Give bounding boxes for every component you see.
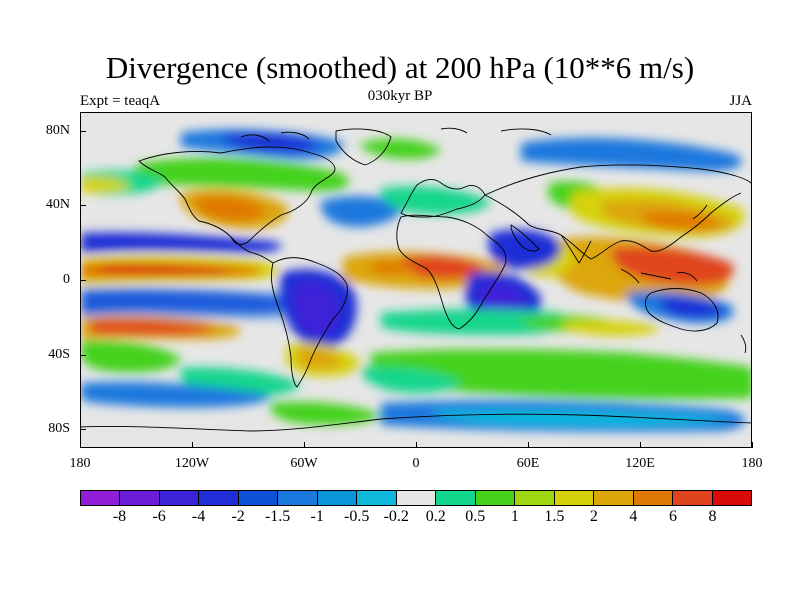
season-label: JJA	[729, 93, 752, 109]
colorbar	[80, 490, 752, 506]
colorbar-box	[317, 491, 358, 505]
lat-tick-mark	[80, 280, 86, 281]
lon-tick-mark	[192, 442, 193, 448]
lat-tick-label: 0	[63, 272, 70, 287]
colorbar-label: -6	[152, 508, 166, 525]
colorbar-box	[396, 491, 437, 505]
coastlines	[81, 127, 751, 432]
colorbar-box	[712, 491, 751, 505]
figure-title: Divergence (smoothed) at 200 hPa (10**6 …	[105, 50, 695, 85]
lon-tick-mark	[528, 442, 529, 448]
lat-tick-mark	[80, 354, 86, 356]
colorbar-box	[120, 491, 160, 505]
lon-tick-label: 0	[412, 456, 420, 471]
lon-tick-label: 180	[741, 456, 763, 471]
lat-tick-label: 40N	[45, 197, 70, 213]
colorbar-label: 8	[708, 508, 717, 525]
colorbar-box	[436, 491, 476, 505]
colorbar-box	[515, 491, 555, 505]
colorbar-label: -1.5	[264, 508, 291, 525]
colorbar-box	[475, 491, 516, 505]
colorbar-label: 2	[589, 508, 598, 525]
colorbar-label: -0.2	[383, 508, 409, 525]
colorbar-label: -1	[310, 508, 324, 525]
lon-tick-label: 120W	[174, 456, 210, 471]
colorbar-box	[673, 491, 713, 505]
lon-tick-label: 180	[69, 456, 91, 471]
colorbar-box	[554, 491, 595, 505]
lat-tick-label: 40S	[48, 346, 70, 362]
lon-tick-label: 120E	[625, 456, 655, 471]
lon-tick-mark	[752, 442, 753, 448]
lat-tick-label: 80N	[45, 122, 70, 138]
colorbar-box	[81, 491, 121, 505]
lon-tick-mark	[304, 442, 305, 448]
lat-tick-mark	[80, 429, 86, 431]
colorbar-label: -8	[112, 508, 127, 525]
colorbar-box	[633, 491, 674, 505]
lon-tick-mark	[80, 442, 81, 448]
lat-tick-mark	[80, 130, 86, 132]
colorbar-label: -0.5	[344, 508, 370, 525]
lon-tick-mark	[416, 442, 417, 448]
colorbar-label: 0.2	[425, 508, 446, 525]
colorbar-label: 1	[510, 508, 519, 525]
colorbar-label: 4	[629, 508, 638, 525]
lat-tick-mark	[80, 205, 86, 207]
colorbar-label: 6	[668, 508, 677, 525]
divergence-field	[81, 113, 751, 447]
map-panel	[80, 112, 752, 448]
colorbar-box	[278, 491, 318, 505]
colorbar-box	[357, 491, 397, 505]
lon-tick-label: 60E	[516, 456, 540, 471]
colorbar-box	[238, 491, 279, 505]
colorbar-label: 1.5	[544, 508, 565, 525]
colorbar-label: -2	[231, 508, 245, 525]
colorbar-box	[594, 491, 634, 505]
colorbar-label: -4	[191, 508, 206, 525]
period-label: 030kyr BP	[367, 88, 433, 104]
colorbar-label: 0.5	[465, 508, 486, 525]
lon-tick-label: 60W	[290, 456, 318, 471]
experiment-label: Expt = teaqA	[80, 93, 161, 109]
lon-tick-mark	[640, 442, 641, 448]
colorbar-box	[199, 491, 239, 505]
colorbar-box	[159, 491, 200, 505]
divergence-blobs	[81, 129, 751, 432]
lat-tick-label: 80S	[48, 421, 70, 437]
